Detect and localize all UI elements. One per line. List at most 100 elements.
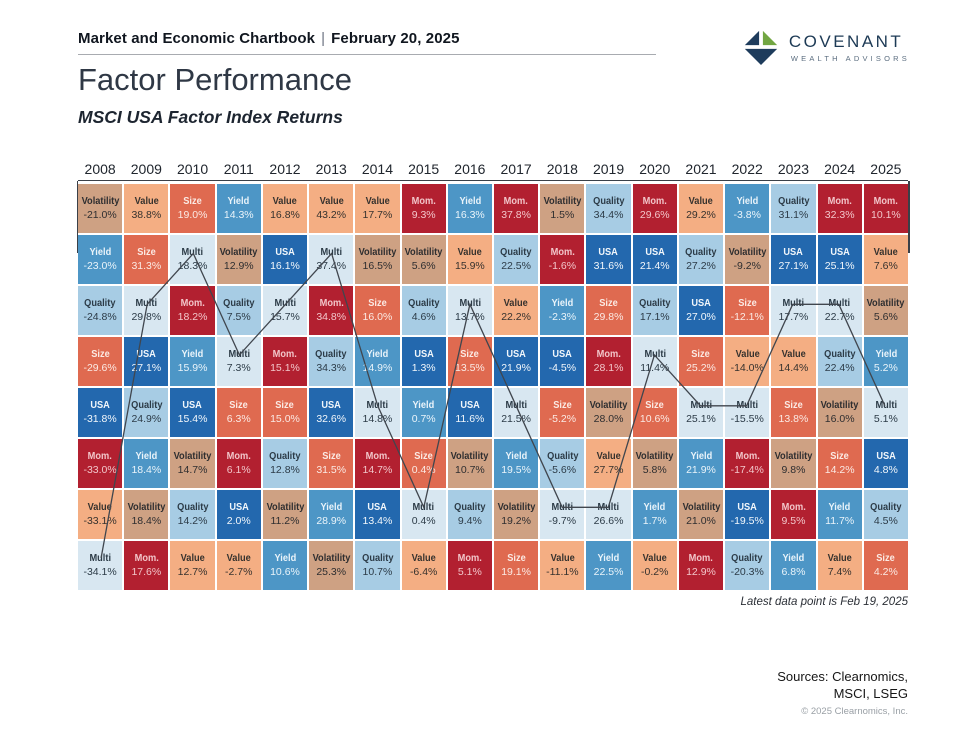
factor-value: 34.4%: [593, 209, 624, 222]
factor-value: 9.4%: [457, 515, 482, 528]
factor-name: Mom.: [735, 450, 760, 463]
factor-value: 22.7%: [824, 311, 855, 324]
header-separator: |: [321, 30, 326, 47]
factor-name: USA: [90, 399, 110, 412]
factor-value: 7.5%: [226, 311, 251, 324]
factor-name: USA: [737, 501, 757, 514]
factor-name: Quality: [361, 552, 394, 565]
factor-cell-2010-usa: USA 15.4%: [170, 388, 215, 437]
factor-name: Yield: [458, 195, 481, 208]
factor-value: 28.1%: [593, 362, 624, 375]
factor-cell-2008-mom: Mom. -33.0%: [78, 439, 123, 488]
factor-value: 5.6%: [411, 260, 436, 273]
factor-cell-2008-quality: Quality -24.8%: [78, 286, 123, 335]
factor-cell-2010-value: Value 12.7%: [170, 541, 215, 590]
factor-value: 27.1%: [778, 260, 809, 273]
factor-value: 25.2%: [686, 362, 716, 375]
factor-name: Quality: [870, 501, 902, 514]
year-label-2019: 2019: [592, 161, 625, 177]
factor-value: 31.3%: [131, 260, 162, 273]
factor-cell-2013-size: Size 31.5%: [309, 439, 354, 488]
factor-value: -9.2%: [733, 260, 761, 273]
factor-value: 7.3%: [226, 362, 251, 375]
factor-cell-2019-volatility: Volatility 28.0%: [586, 388, 631, 437]
header-rule: [78, 54, 656, 55]
factor-value: 11.7%: [825, 515, 855, 528]
factor-name: USA: [367, 501, 388, 514]
factor-value: -5.6%: [548, 464, 577, 477]
factor-value: -5.2%: [548, 413, 577, 426]
factor-cell-2009-volatility: Volatility 18.4%: [124, 490, 169, 539]
factor-cell-2012-size: Size 15.0%: [262, 388, 308, 437]
factor-name: Value: [827, 552, 852, 565]
factor-name: Size: [737, 297, 757, 310]
factor-name: Value: [550, 552, 575, 565]
factor-value: 15.4%: [177, 413, 208, 426]
factor-name: Value: [781, 348, 806, 361]
factor-name: Yield: [828, 501, 851, 514]
factor-value: 9.8%: [781, 464, 806, 477]
factor-name: Quality: [500, 246, 532, 259]
factor-cell-2009-quality: Quality 24.9%: [124, 388, 169, 437]
factor-value: 12.7%: [177, 566, 208, 579]
factor-name: USA: [275, 246, 295, 259]
factor-value: 10.6%: [270, 566, 300, 579]
factor-cell-2012-yield: Yield 10.6%: [262, 541, 308, 590]
factor-cell-2017-quality: Quality 22.5%: [493, 235, 539, 284]
factor-name: Volatility: [358, 246, 397, 259]
factor-cell-2009-size: Size 31.3%: [124, 235, 169, 284]
year-label-2009: 2009: [130, 161, 162, 177]
factor-cell-2017-mom: Mom. 37.8%: [493, 184, 539, 233]
factor-value: 4.8%: [873, 464, 898, 477]
factor-value: 10.1%: [870, 209, 901, 222]
year-label-2008: 2008: [84, 161, 116, 177]
factor-name: Quality: [592, 195, 625, 208]
factor-name: Multi: [505, 399, 527, 412]
factor-name: Multi: [89, 552, 111, 565]
factor-value: 34.3%: [316, 362, 347, 375]
factor-cell-2017-yield: Yield 19.5%: [493, 439, 539, 488]
factor-value: 7.6%: [873, 260, 898, 273]
factor-name: Mom.: [226, 450, 251, 463]
factor-cell-2011-size: Size 6.3%: [216, 388, 261, 437]
year-label-2017: 2017: [500, 161, 532, 177]
factor-value: 12.9%: [223, 260, 254, 273]
factor-name: Value: [688, 195, 714, 208]
year-label-2013: 2013: [315, 161, 347, 177]
factor-cell-2018-usa: USA -4.5%: [540, 337, 585, 386]
covenant-logo: COVENANT WEALTH ADVISORS: [742, 28, 910, 66]
factor-name: Volatility: [404, 246, 443, 259]
factor-value: 19.5%: [501, 464, 531, 477]
factor-cell-2015-quality: Quality 4.6%: [401, 286, 446, 335]
factor-name: Quality: [130, 399, 162, 412]
factor-value: 27.0%: [686, 311, 716, 324]
factor-value: 14.7%: [177, 464, 208, 477]
factor-name: Quality: [84, 297, 116, 310]
factor-cell-2010-quality: Quality 14.2%: [170, 490, 215, 539]
year-label-2012: 2012: [269, 161, 301, 177]
factor-name: Yield: [643, 501, 666, 514]
factor-name: Value: [134, 195, 159, 208]
factor-value: 5.1%: [873, 413, 898, 426]
page-subtitle: MSCI USA Factor Index Returns: [78, 107, 343, 127]
factor-value: 43.2%: [316, 209, 347, 222]
factor-name: Size: [321, 450, 341, 463]
factor-name: Volatility: [589, 399, 628, 412]
factor-name: Multi: [366, 399, 389, 412]
factor-value: -0.2%: [641, 566, 669, 579]
factor-cell-2022-usa: USA -19.5%: [725, 490, 770, 539]
factor-cell-2014-mom: Mom. 14.7%: [355, 439, 400, 488]
factor-name: Yield: [320, 501, 343, 514]
factor-name: Quality: [454, 501, 486, 514]
factor-cell-2015-multi: Multi 0.4%: [401, 490, 446, 539]
factor-cell-2022-value: Value -14.0%: [725, 337, 770, 386]
factor-cell-2019-usa: USA 31.6%: [586, 235, 631, 284]
factor-value: 16.5%: [362, 260, 393, 273]
factor-cell-2014-volatility: Volatility 16.5%: [355, 235, 400, 284]
factor-name: Multi: [551, 501, 574, 514]
factor-grid-cells: Volatility -21.0% Yield -23.0% Quality -24.8%…: [78, 184, 908, 590]
factor-name: Volatility: [450, 450, 489, 463]
factor-cell-2016-value: Value 15.9%: [447, 235, 492, 284]
factor-value: 38.8%: [131, 209, 162, 222]
factor-name: Volatility: [728, 246, 767, 259]
